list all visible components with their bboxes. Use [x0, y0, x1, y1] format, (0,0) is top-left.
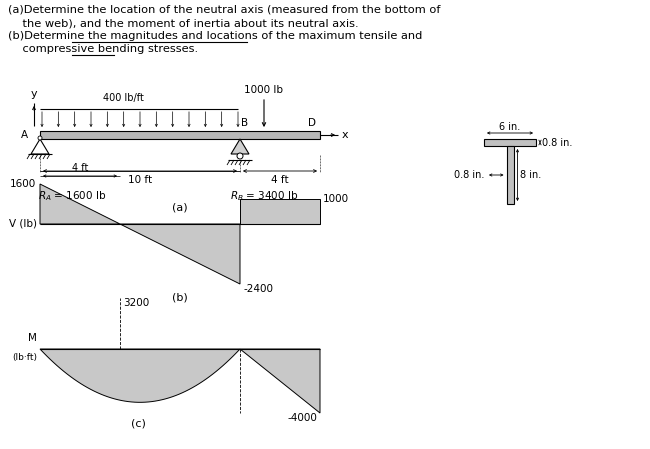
Text: $R_B$ = 3400 lb: $R_B$ = 3400 lb: [230, 189, 298, 203]
Text: A: A: [21, 130, 28, 140]
Text: 0.8 in.: 0.8 in.: [542, 137, 573, 148]
Text: compressive bending stresses.: compressive bending stresses.: [8, 44, 198, 54]
Text: 1600: 1600: [10, 179, 36, 189]
Text: the web), and the moment of inertia about its neutral axis.: the web), and the moment of inertia abou…: [8, 18, 359, 28]
Text: 3200: 3200: [123, 298, 150, 308]
Text: (a): (a): [172, 203, 188, 213]
Text: (a)Determine the location of the neutral axis (measured from the bottom of: (a)Determine the location of the neutral…: [8, 5, 441, 15]
Text: M: M: [28, 333, 37, 343]
Circle shape: [38, 136, 42, 140]
Text: 4 ft: 4 ft: [72, 163, 88, 173]
Text: (c): (c): [131, 419, 146, 429]
Polygon shape: [31, 139, 49, 154]
Text: $R_A$ = 1600 lb: $R_A$ = 1600 lb: [38, 189, 107, 203]
Circle shape: [237, 153, 243, 159]
Text: 1000 lb: 1000 lb: [244, 85, 283, 95]
Polygon shape: [231, 139, 249, 154]
Text: B: B: [241, 118, 248, 128]
Bar: [40, 131, 320, 139]
Text: 1000: 1000: [323, 194, 349, 204]
Text: -4000: -4000: [287, 413, 317, 423]
Text: V (lb): V (lb): [9, 219, 37, 229]
Text: (b)Determine the magnitudes and locations of the maximum tensile and: (b)Determine the magnitudes and location…: [8, 31, 422, 41]
Polygon shape: [40, 184, 120, 224]
Polygon shape: [120, 224, 240, 284]
Text: x: x: [342, 130, 348, 140]
Text: y: y: [31, 89, 37, 99]
Text: (lb·ft): (lb·ft): [12, 353, 37, 362]
Text: 8 in.: 8 in.: [519, 170, 541, 180]
Polygon shape: [240, 349, 320, 413]
Text: -2400: -2400: [243, 284, 273, 294]
Text: 6 in.: 6 in.: [499, 122, 521, 132]
Polygon shape: [240, 199, 320, 224]
Text: 4 ft: 4 ft: [271, 175, 289, 185]
Bar: [506, 146, 514, 204]
Polygon shape: [40, 349, 240, 402]
Bar: [484, 139, 536, 146]
Text: D: D: [308, 118, 316, 128]
Text: 0.8 in.: 0.8 in.: [454, 170, 484, 180]
Text: 400 lb/ft: 400 lb/ft: [103, 93, 144, 103]
Text: 10 ft: 10 ft: [128, 175, 152, 185]
Text: (b): (b): [172, 292, 188, 302]
